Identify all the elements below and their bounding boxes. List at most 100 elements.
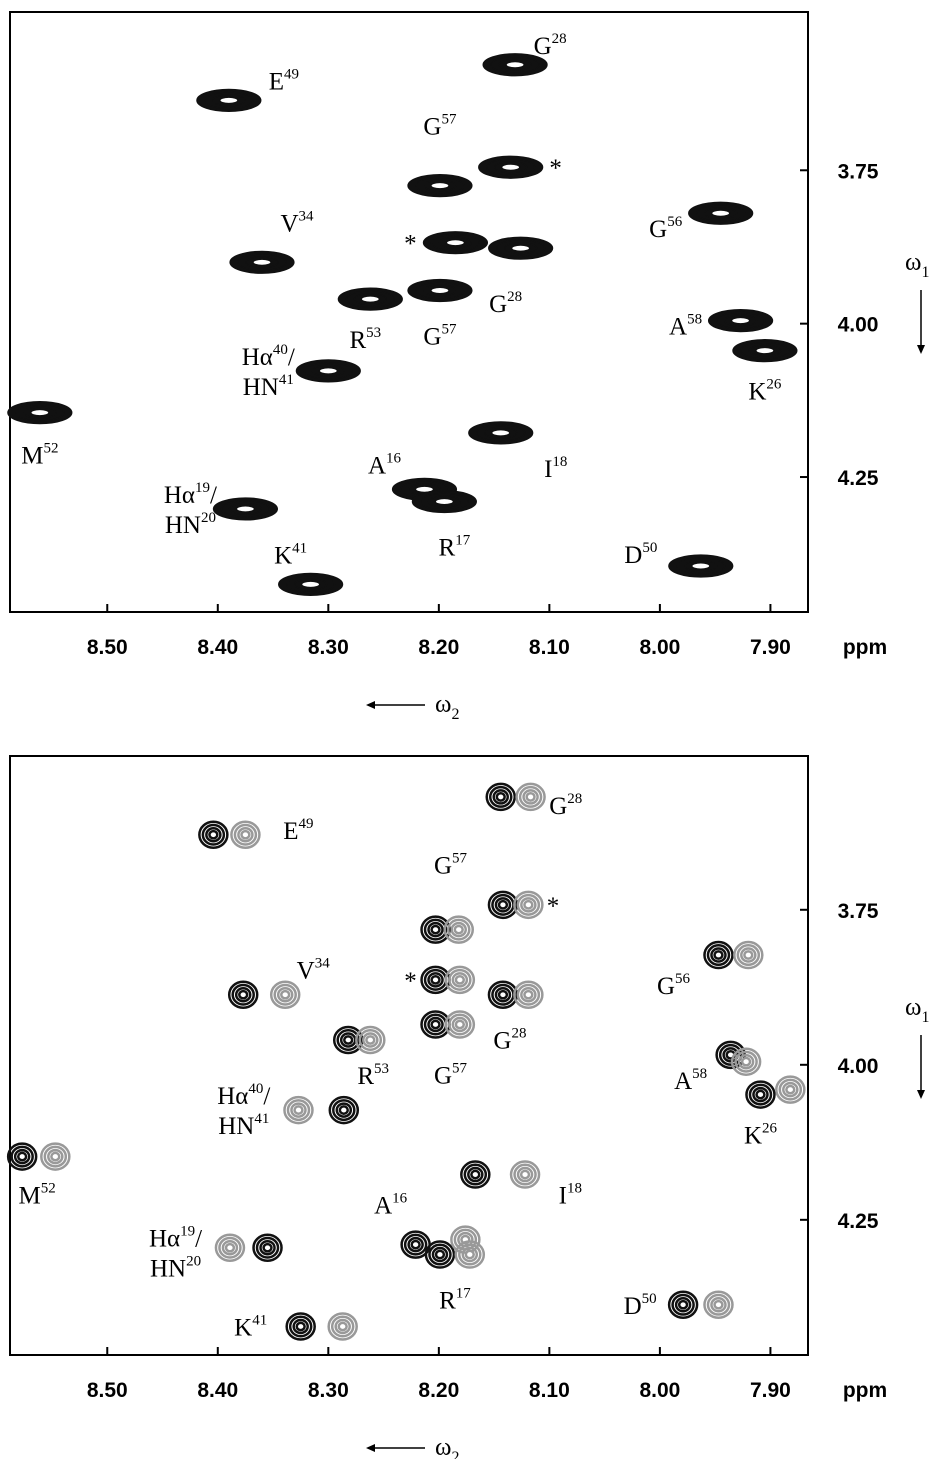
peak-label-sup: 17 bbox=[456, 1286, 472, 1302]
peak-label-text: / bbox=[195, 1226, 202, 1253]
peak-contour bbox=[264, 1244, 272, 1251]
peak-contour bbox=[466, 1251, 474, 1258]
peak-label-sup: 41 bbox=[252, 1312, 267, 1328]
peak-label-text: K bbox=[744, 1123, 762, 1150]
x-tick-label: 8.50 bbox=[87, 1379, 128, 1402]
y-axis-arrowhead bbox=[917, 1090, 925, 1099]
peak-contour bbox=[456, 1021, 464, 1028]
peak-label-text: HN bbox=[243, 374, 279, 401]
peak-contour bbox=[471, 1171, 479, 1178]
peak-label-text: K bbox=[274, 542, 292, 569]
peak-label-text: Hα bbox=[242, 344, 273, 371]
figure: 8.508.408.308.208.108.007.90ppm3.754.004… bbox=[0, 0, 943, 1459]
peak-label: Hα19/ bbox=[164, 480, 217, 509]
peak-label-sup: 52 bbox=[43, 441, 58, 457]
peak-contour bbox=[497, 793, 505, 800]
peak-contour bbox=[242, 831, 250, 838]
peak-label-text: * bbox=[549, 155, 562, 182]
peak bbox=[213, 498, 277, 520]
page: {"chart_data": [ {"type": "scatter", "xl… bbox=[0, 0, 943, 1459]
peak-label-text: M bbox=[21, 443, 43, 470]
peak-label-text: HN bbox=[218, 1113, 254, 1140]
peak-label: R17 bbox=[439, 533, 471, 562]
peak bbox=[41, 1144, 69, 1170]
peak bbox=[746, 1082, 774, 1108]
peak-label-sup: 41 bbox=[292, 540, 307, 556]
peak bbox=[689, 202, 753, 224]
peak-contour bbox=[446, 240, 464, 246]
peak bbox=[445, 917, 473, 943]
peak-label-text: K bbox=[748, 379, 766, 406]
peak bbox=[733, 340, 797, 362]
peak bbox=[230, 251, 294, 273]
peak-label-sup: 20 bbox=[201, 510, 216, 526]
x-axis-label-main: ω bbox=[435, 691, 451, 718]
peak-label: HN41 bbox=[243, 372, 294, 401]
peak-contour bbox=[712, 210, 730, 216]
peak bbox=[284, 1097, 312, 1123]
peak-label-sup: 49 bbox=[299, 816, 314, 832]
peak-contour bbox=[499, 991, 507, 998]
peak-label-sup: 53 bbox=[366, 325, 381, 341]
y-tick-label: 4.25 bbox=[838, 1210, 879, 1233]
peak-label-text: I bbox=[544, 456, 552, 483]
peak-label: I18 bbox=[559, 1181, 582, 1210]
peak-label: M52 bbox=[19, 1181, 56, 1210]
peak bbox=[511, 1162, 539, 1188]
peak bbox=[489, 237, 553, 259]
x-axis-arrowhead bbox=[366, 1444, 375, 1452]
peak-label-text: Hα bbox=[217, 1083, 248, 1110]
peak-label-text: A bbox=[674, 1068, 692, 1095]
peak-label-sup: 28 bbox=[567, 791, 582, 807]
peak-label-sup: 58 bbox=[692, 1066, 707, 1082]
peak bbox=[279, 573, 343, 595]
peak-label-sup: 34 bbox=[299, 208, 315, 224]
panel: 8.508.408.308.208.108.007.90ppm3.754.004… bbox=[8, 756, 929, 1459]
peak-contour bbox=[220, 97, 238, 103]
peak-label-text: I bbox=[559, 1183, 567, 1210]
peak-label: G57 bbox=[434, 1060, 468, 1089]
x-tick-label: 7.90 bbox=[750, 636, 791, 659]
peak-label: G28 bbox=[549, 791, 582, 820]
peak bbox=[296, 360, 360, 382]
peak bbox=[426, 1242, 454, 1268]
peak bbox=[216, 1235, 244, 1261]
x-tick-label: 8.10 bbox=[529, 1379, 570, 1402]
peak-label-text: G bbox=[534, 33, 552, 60]
peak-label-sup: 26 bbox=[766, 377, 782, 393]
peak-label-text: G bbox=[434, 1062, 452, 1089]
peak-contour bbox=[281, 991, 289, 998]
peak-label: R53 bbox=[349, 325, 381, 354]
peak-label: A16 bbox=[368, 450, 402, 479]
peak-label-text: A bbox=[669, 314, 687, 341]
panel: 8.508.408.308.208.108.007.90ppm3.754.004… bbox=[8, 12, 930, 723]
peak-label-sup: 58 bbox=[687, 312, 702, 328]
peak-label-text: * bbox=[547, 893, 560, 920]
peak-label: G57 bbox=[423, 322, 457, 351]
peak bbox=[338, 288, 402, 310]
peak-contour bbox=[226, 1244, 234, 1251]
peak bbox=[231, 822, 259, 848]
peak bbox=[776, 1077, 804, 1103]
peak bbox=[330, 1097, 358, 1123]
peak-label-sup: 28 bbox=[507, 289, 522, 305]
peak-label-text: / bbox=[263, 1083, 270, 1110]
peak-label-sup: 26 bbox=[762, 1121, 778, 1137]
peak-label-text: G bbox=[657, 973, 675, 1000]
peak-label: V34 bbox=[280, 208, 314, 237]
peak-contour bbox=[744, 951, 752, 958]
peak-label-sup: 34 bbox=[315, 956, 331, 972]
x-axis-label-sub: 2 bbox=[451, 706, 459, 723]
peak-contour bbox=[679, 1301, 687, 1308]
peak bbox=[8, 402, 72, 424]
plot-frame bbox=[10, 756, 808, 1355]
peak-label-sup: 57 bbox=[452, 1060, 468, 1076]
peak bbox=[487, 784, 515, 810]
peak-contour bbox=[366, 1036, 374, 1043]
peak-contour bbox=[431, 183, 449, 189]
peak bbox=[287, 1313, 315, 1339]
peak-contour bbox=[239, 991, 247, 998]
peak-label-text: G bbox=[489, 291, 507, 318]
peak bbox=[489, 892, 517, 918]
peak bbox=[229, 982, 257, 1008]
